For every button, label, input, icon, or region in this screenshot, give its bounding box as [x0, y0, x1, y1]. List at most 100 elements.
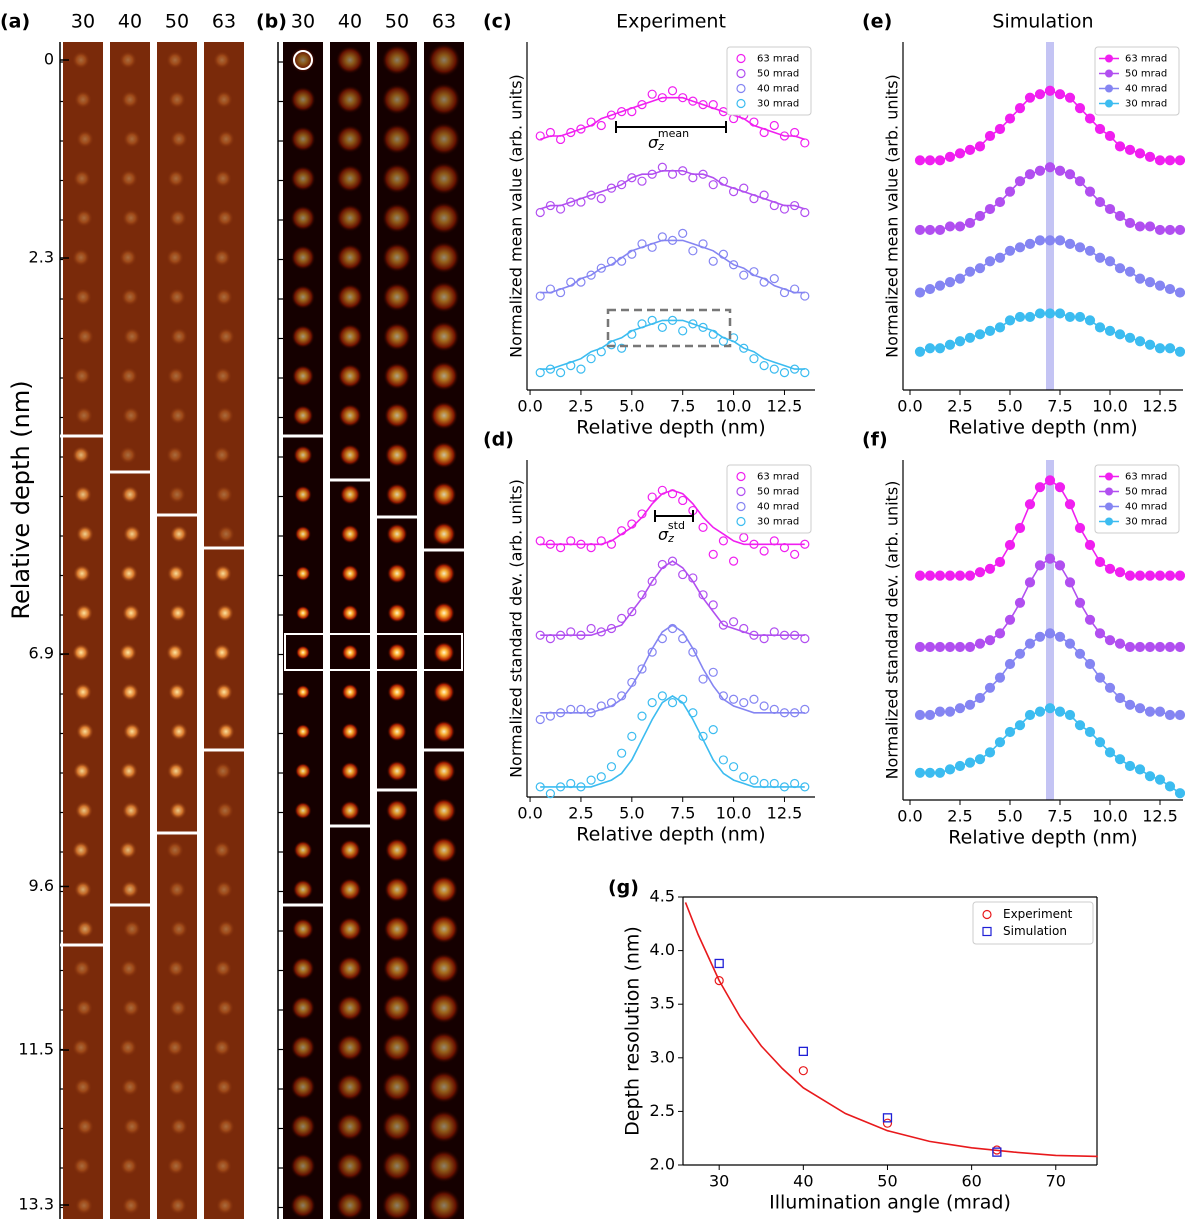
point: [566, 197, 576, 207]
point: [1074, 597, 1086, 608]
legend-marker: [1105, 84, 1113, 93]
atom-spot: [429, 401, 459, 430]
atom-spot: [215, 683, 233, 701]
point: [914, 346, 926, 357]
point: [637, 239, 647, 249]
y-tick-label: 2.3: [29, 248, 54, 267]
atom-spot: [294, 801, 312, 820]
point: [790, 200, 800, 211]
point: [637, 590, 647, 600]
atom-spot: [429, 361, 459, 391]
point: [1134, 336, 1146, 347]
atom-spot: [291, 364, 315, 388]
point: [678, 326, 688, 336]
point: [779, 543, 790, 553]
point: [790, 284, 800, 294]
point: [994, 628, 1006, 639]
point: [1094, 123, 1106, 135]
atom-spot: [432, 562, 456, 585]
atom-spot: [341, 564, 359, 583]
x-tick-label: 12.5: [767, 804, 803, 823]
point: [555, 368, 566, 378]
atom-spot: [166, 446, 184, 464]
legend-label: 50 mrad: [757, 69, 799, 80]
point: [708, 549, 718, 559]
point: [769, 704, 779, 714]
legend-marker: [1105, 502, 1113, 511]
sigma-label: σzstd: [658, 519, 685, 545]
point: [667, 235, 678, 245]
point: [944, 764, 956, 775]
atom-spot: [168, 1078, 186, 1096]
atom-spot: [168, 880, 186, 899]
atom-spot: [290, 284, 316, 310]
atom-spot: [217, 327, 235, 346]
atom-spot: [73, 367, 91, 385]
image-strip: [330, 42, 370, 1219]
point: [718, 691, 729, 701]
atom-spot: [75, 406, 93, 425]
point: [1014, 597, 1026, 608]
atom-spot: [428, 281, 460, 313]
y-axis-label: Normalized standard dev. (arb. units): [507, 479, 526, 778]
atom-spot: [431, 798, 457, 823]
point: [1094, 322, 1106, 333]
point: [1164, 283, 1176, 295]
point: [749, 267, 759, 277]
point: [798, 1046, 808, 1057]
atom-spot: [295, 645, 311, 660]
x-tick-label: 2.5: [568, 804, 593, 823]
point: [545, 127, 556, 138]
atom-spot: [432, 720, 456, 743]
atom-spot: [76, 722, 94, 741]
point: [657, 634, 667, 644]
point: [586, 775, 596, 785]
point: [606, 340, 617, 350]
point: [576, 277, 586, 287]
atom-spot: [166, 643, 184, 662]
point: [566, 536, 576, 546]
point: [688, 647, 698, 657]
atom-spot: [123, 920, 141, 938]
sigma-label: σzmean: [648, 127, 689, 153]
point: [718, 176, 729, 186]
column-label: 50: [165, 11, 189, 33]
point: [1164, 155, 1176, 166]
legend-label: 40 mrad: [757, 502, 799, 513]
atom-spot: [335, 1151, 365, 1181]
point: [576, 782, 586, 792]
point: [576, 124, 586, 134]
point: [698, 169, 708, 179]
atom-spot: [336, 1033, 364, 1062]
point: [984, 635, 996, 646]
atom-spot: [427, 1031, 461, 1064]
point: [1154, 706, 1166, 717]
point: [1014, 720, 1026, 731]
point: [688, 319, 698, 329]
atom-spot: [166, 841, 184, 859]
atom-spot: [73, 564, 91, 583]
point: [974, 329, 986, 340]
point: [1074, 242, 1086, 253]
point: [678, 166, 688, 176]
atom-spot: [427, 1188, 461, 1219]
point: [647, 89, 657, 99]
atom-spot: [335, 45, 365, 75]
atom-spot: [290, 86, 316, 113]
point: [627, 329, 637, 339]
point: [535, 630, 545, 640]
point: [994, 737, 1006, 748]
point: [934, 224, 946, 236]
point: [718, 336, 729, 346]
x-tick-label: 0.0: [517, 397, 542, 416]
column-label: 63: [432, 11, 456, 33]
point: [1044, 475, 1056, 486]
point: [759, 701, 769, 711]
point: [1114, 638, 1126, 649]
point: [1054, 560, 1066, 571]
atom-spot: [338, 877, 362, 902]
atom-spot: [290, 245, 316, 270]
point: [1024, 92, 1036, 103]
point: [637, 509, 647, 519]
